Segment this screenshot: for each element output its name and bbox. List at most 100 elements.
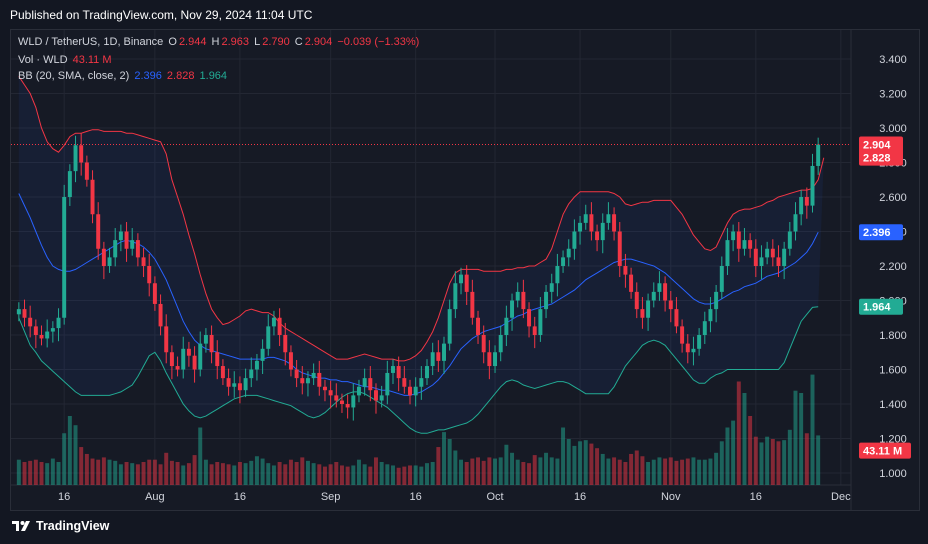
volume-bar [527, 463, 532, 485]
candle-body [578, 222, 583, 232]
candle-body [198, 343, 203, 370]
candle-body [351, 395, 356, 408]
candle-body [135, 240, 140, 258]
candle-body [668, 300, 673, 310]
price-label-bb-lower-bg [859, 298, 903, 315]
volume-bar [84, 453, 89, 485]
volume-bar [770, 439, 775, 485]
volume-bar [45, 463, 50, 485]
volume-bar [419, 466, 424, 485]
volume-bar [305, 460, 310, 485]
volume-bar [606, 458, 611, 485]
volume-bar [164, 452, 169, 485]
volume-bar [169, 460, 174, 485]
candle-body [447, 309, 452, 344]
volume-bar [714, 452, 719, 485]
volume-bar [651, 459, 656, 485]
candle-body [804, 197, 809, 206]
legend-volume: Vol · WLD 43.11 M [18, 54, 114, 66]
volume-bar [362, 464, 367, 485]
volume-bar [476, 457, 481, 485]
volume-bar [748, 416, 753, 485]
volume-bar [759, 442, 764, 485]
candle-body [141, 257, 146, 266]
candle-body [748, 240, 753, 249]
volume-bar [447, 439, 452, 485]
legend-open: 2.944 [178, 36, 207, 48]
candle-body [101, 248, 106, 266]
volume-bar [538, 457, 543, 485]
candle-body [759, 257, 764, 266]
candle-body [368, 378, 373, 391]
candle-body [147, 266, 152, 284]
legend-bb-lower: 1.964 [199, 70, 228, 82]
candle-body [373, 390, 378, 401]
volume-bar [96, 459, 101, 485]
x-tick-label: 16 [58, 491, 70, 503]
candle-body [544, 291, 549, 310]
candle-body [481, 335, 486, 353]
price-label-bb-lower: 1.964 [863, 302, 891, 314]
candle-body [589, 214, 594, 232]
candle-body [453, 283, 458, 310]
price-label-last-price: 2.904 [863, 140, 891, 152]
candle-body [152, 283, 157, 304]
candle-body [243, 378, 248, 391]
volume-bar [561, 427, 566, 485]
candle-body [158, 303, 163, 327]
candle-body [317, 372, 322, 387]
candle-body [226, 378, 231, 387]
candle-body [16, 309, 21, 315]
candle-body [62, 197, 67, 318]
candle-body [430, 352, 435, 367]
legend-change: −0.039 (−1.33%) [337, 36, 420, 48]
candle-body [67, 171, 72, 197]
volume-bar [566, 439, 571, 485]
x-tick-label: 16 [750, 491, 762, 503]
volume-bar [674, 460, 679, 485]
candle-body [96, 214, 101, 249]
volume-bar [719, 441, 724, 485]
candle-body [436, 352, 441, 361]
volume-bar [595, 448, 600, 485]
candle-body [719, 266, 724, 292]
volume-bar [578, 441, 583, 485]
volume-bar [124, 462, 129, 485]
volume-bar [90, 458, 95, 485]
volume-bar [266, 463, 271, 485]
candle-body [396, 366, 401, 379]
volume-bar [73, 425, 78, 485]
x-tick-label: 16 [410, 491, 422, 503]
candle-body [28, 317, 33, 327]
legend-low-label: L [254, 36, 261, 48]
volume-bar [215, 462, 220, 485]
x-tick-label: 16 [574, 491, 586, 503]
volume-bar [425, 463, 429, 485]
volume-bar [436, 447, 441, 485]
candle-body [294, 369, 299, 379]
candlestick-chart[interactable]: 3.4003.2003.0002.8002.6002.4002.2002.000… [11, 30, 919, 510]
candle-body [459, 274, 464, 284]
volume-bar [192, 455, 197, 485]
candle-body [498, 335, 503, 353]
volume-bar [118, 464, 123, 485]
volume-bar [328, 464, 333, 485]
volume-bar [396, 467, 401, 485]
volume-bar [107, 459, 112, 485]
candle-body [249, 369, 254, 379]
candle-body [651, 291, 656, 301]
candle-body [113, 240, 118, 258]
candle-body [810, 165, 815, 206]
price-label-bb-basis-bg [859, 224, 903, 241]
candle-body [203, 335, 208, 344]
x-tick-label: Aug [145, 491, 165, 503]
candle-body [419, 378, 424, 387]
candle-body [220, 366, 225, 379]
volume-bar [226, 464, 231, 485]
candle-body [685, 343, 690, 353]
volume-bar [141, 462, 146, 485]
volume-bar [339, 465, 344, 485]
candle-body [691, 348, 696, 353]
volume-bar [640, 456, 645, 485]
candle-body [549, 283, 554, 292]
